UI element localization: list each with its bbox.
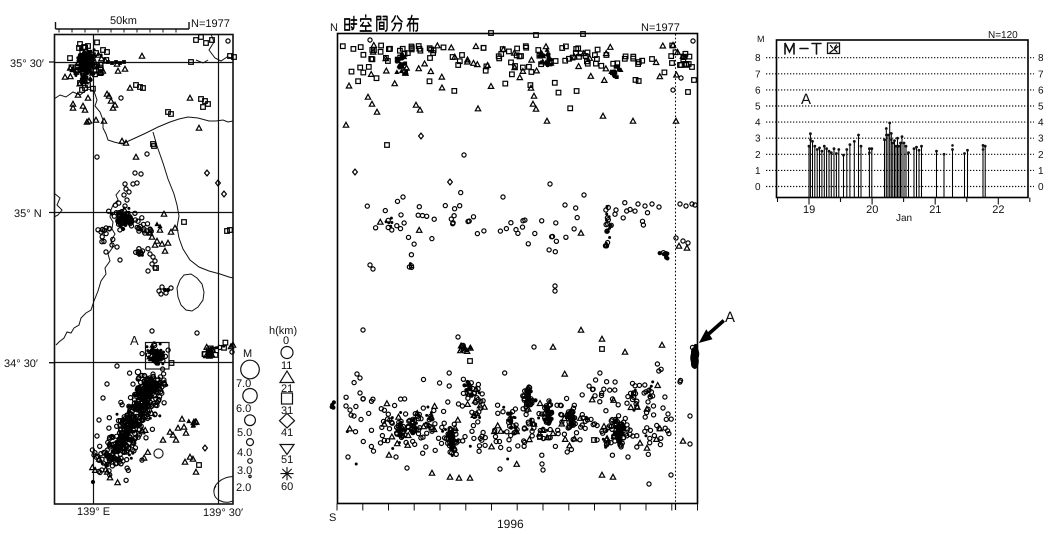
- svg-text:N: N: [330, 22, 338, 34]
- svg-text:22: 22: [992, 204, 1004, 216]
- svg-text:5.0: 5.0: [237, 427, 252, 439]
- svg-text:35° N: 35° N: [14, 208, 42, 220]
- svg-text:N=1977: N=1977: [641, 22, 680, 34]
- svg-text:N=120: N=120: [988, 30, 1018, 41]
- svg-text:8: 8: [755, 53, 761, 64]
- svg-text:21: 21: [281, 383, 293, 395]
- svg-text:A: A: [801, 91, 811, 108]
- svg-text:3.0: 3.0: [237, 465, 252, 477]
- svg-text:1: 1: [755, 166, 761, 177]
- svg-text:35° 30′: 35° 30′: [10, 58, 44, 70]
- svg-text:0: 0: [283, 335, 289, 347]
- svg-text:0: 0: [1038, 182, 1044, 193]
- svg-text:3: 3: [1038, 134, 1044, 145]
- svg-text:1996: 1996: [497, 517, 524, 531]
- svg-text:M: M: [243, 348, 252, 360]
- svg-text:5: 5: [755, 102, 761, 113]
- svg-text:6.0: 6.0: [236, 403, 251, 415]
- svg-text:60: 60: [281, 481, 293, 493]
- svg-text:S: S: [329, 512, 336, 524]
- svg-text:7: 7: [1038, 69, 1044, 80]
- svg-text:h(km): h(km): [269, 325, 297, 337]
- svg-text:21: 21: [929, 204, 941, 216]
- svg-text:2: 2: [1038, 150, 1044, 161]
- svg-text:N=1977: N=1977: [191, 18, 230, 30]
- svg-text:5: 5: [1038, 102, 1044, 113]
- svg-text:6: 6: [755, 85, 761, 96]
- svg-text:41: 41: [281, 427, 293, 439]
- svg-text:2: 2: [755, 150, 761, 161]
- svg-text:A: A: [725, 309, 735, 326]
- svg-text:7: 7: [755, 69, 761, 80]
- svg-text:3: 3: [755, 134, 761, 145]
- svg-text:1: 1: [1038, 166, 1044, 177]
- svg-text:8: 8: [1038, 53, 1044, 64]
- svg-text:50km: 50km: [110, 15, 137, 27]
- svg-text:M: M: [757, 34, 765, 44]
- svg-text:6: 6: [1038, 85, 1044, 96]
- svg-text:2.0: 2.0: [236, 482, 251, 494]
- svg-text:11: 11: [281, 360, 292, 372]
- svg-text:51: 51: [281, 454, 293, 466]
- svg-text:19: 19: [803, 204, 815, 216]
- svg-text:4: 4: [1038, 118, 1044, 129]
- svg-text:0: 0: [755, 182, 761, 193]
- svg-text:139° E: 139° E: [77, 506, 110, 518]
- svg-text:A: A: [130, 333, 139, 348]
- svg-text:7.0: 7.0: [236, 378, 251, 390]
- svg-text:20: 20: [866, 204, 878, 216]
- svg-text:Jan: Jan: [896, 213, 912, 224]
- svg-text:4: 4: [755, 118, 761, 129]
- svg-text:139° 30′: 139° 30′: [203, 507, 243, 519]
- svg-text:34° 30′: 34° 30′: [4, 358, 38, 370]
- svg-text:31: 31: [281, 405, 293, 417]
- svg-text:4.0: 4.0: [237, 447, 252, 459]
